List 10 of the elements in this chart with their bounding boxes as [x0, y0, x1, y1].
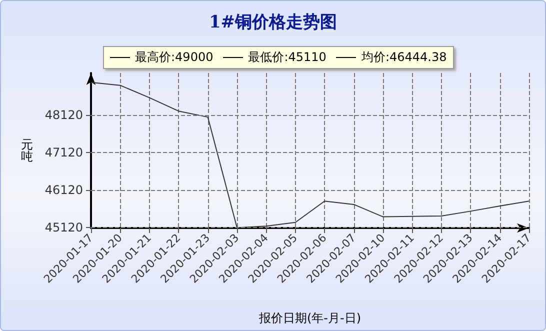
y-tick-label: 46120 — [44, 182, 83, 197]
text: 最低价:45110 — [247, 49, 326, 66]
chart-title: 1#铜价格走势图 — [208, 12, 338, 32]
text: 最高价:49000 — [134, 49, 214, 66]
y-tick-label: 45120 — [44, 220, 83, 234]
x-axis-title: 报价日期(年-月-日) — [258, 311, 362, 325]
y-tick-label: 48120 — [44, 108, 83, 122]
y-tick-label: 47120 — [44, 146, 83, 160]
y-axis-title: 元吨 — [21, 138, 33, 164]
text: 均价:46444.38 — [360, 49, 447, 66]
